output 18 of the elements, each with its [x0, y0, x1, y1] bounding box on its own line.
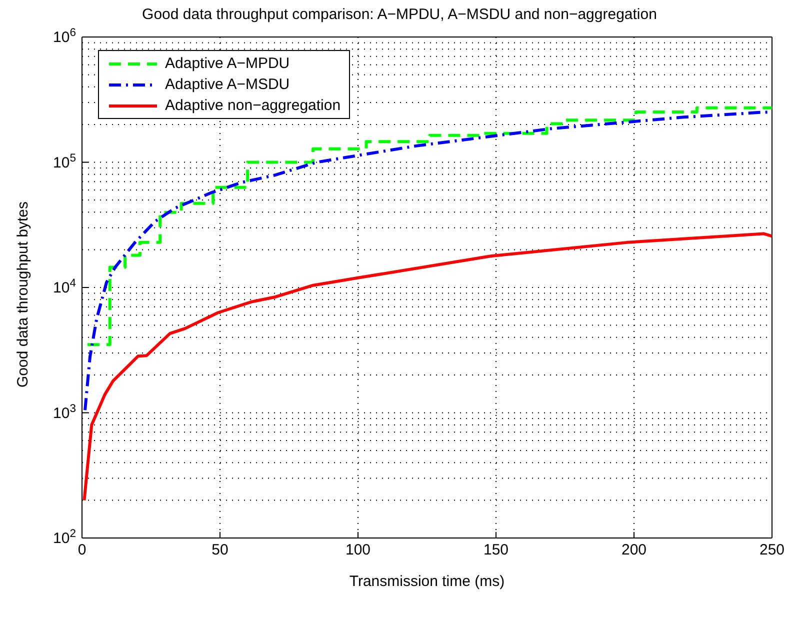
legend-label: Adaptive non−aggregation	[165, 97, 341, 114]
chart-title: Good data throughput comparison: A−MPDU, A−MSDU and non−aggregation	[141, 6, 658, 23]
x-tick-label: 50	[212, 542, 228, 559]
legend-label: Adaptive A−MSDU	[165, 76, 290, 93]
y-tick-label: 10$^{5}$	[53, 152, 76, 172]
y-tick-label: 10$^{6}$	[53, 27, 76, 46]
line-series	[82, 232, 772, 502]
y-axis-title: Good data throughput bytes	[14, 202, 32, 388]
x-tick-label: 100	[345, 542, 371, 559]
x-tick-label: 200	[621, 542, 647, 559]
x-tick-label: 150	[483, 542, 509, 559]
x-tick-label: 250	[759, 542, 785, 559]
x-axis-title: Transmission time (ms)	[349, 573, 505, 590]
x-tick-label: 0	[78, 542, 86, 559]
y-tick-label: 10$^{3}$	[53, 402, 76, 422]
legend-label: Adaptive A−MPDU	[165, 55, 290, 72]
y-tick-label: 10$^{4}$	[53, 278, 76, 296]
y-tick-label: 10$^{2}$	[53, 528, 76, 547]
